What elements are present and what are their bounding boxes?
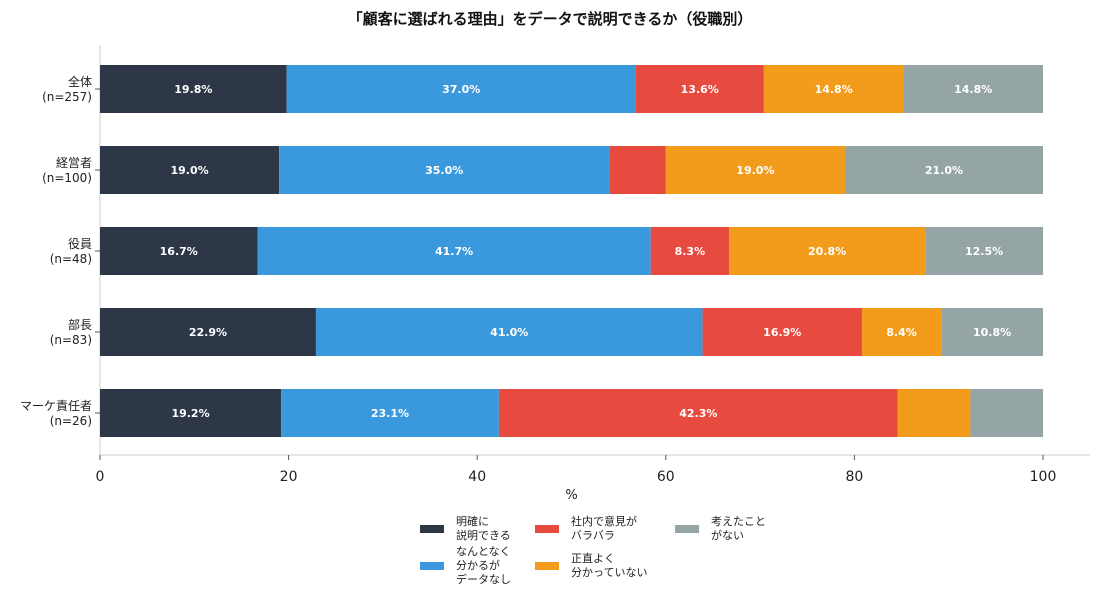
- legend-label: なんとなく 分かるが データなし: [456, 545, 511, 586]
- data-label: 13.6%: [681, 83, 719, 96]
- legend-item: なんとなく 分かるが データなし: [420, 545, 535, 587]
- legend-item: 明確に 説明できる: [420, 515, 535, 543]
- bar-segment: [635, 65, 764, 113]
- y-tick-label: (n=257): [42, 90, 92, 104]
- bar-segment: [609, 146, 666, 194]
- bar-segment: [925, 227, 1043, 275]
- data-label: 22.9%: [189, 326, 227, 339]
- data-label: 16.9%: [763, 326, 801, 339]
- data-label: 14.8%: [815, 83, 853, 96]
- bar-segment: [665, 146, 845, 194]
- data-label: 23.1%: [371, 407, 409, 420]
- legend-label: 正直よく 分かっていない: [571, 552, 648, 579]
- legend-swatch: [420, 525, 444, 533]
- x-tick-label: 20: [280, 469, 298, 485]
- x-tick-label: 100: [1030, 469, 1057, 485]
- y-tick-label: 全体: [68, 74, 92, 89]
- x-tick-label: 80: [845, 469, 863, 485]
- data-label: 19.0%: [170, 164, 208, 177]
- bar-segment: [844, 146, 1043, 194]
- legend-item: 考えたこと がない: [675, 515, 785, 543]
- y-tick-label: マーケ責任者: [20, 399, 92, 413]
- legend-item: 正直よく 分かっていない: [535, 545, 675, 587]
- legend-label: 考えたこと がない: [711, 515, 766, 542]
- y-tick-label: (n=26): [50, 414, 92, 428]
- y-tick-label: 経営者: [56, 156, 92, 170]
- chart-title: 「顧客に選ばれる理由」をデータで説明できるか（役職別）: [347, 10, 753, 28]
- bar-segment: [100, 65, 287, 113]
- legend-swatch: [535, 562, 559, 570]
- legend-swatch: [675, 525, 699, 533]
- bar-segment: [728, 227, 926, 275]
- data-label: 19.0%: [736, 164, 774, 177]
- data-label: 41.0%: [490, 326, 528, 339]
- bar-segment: [941, 308, 1043, 356]
- data-label: 14.8%: [954, 83, 992, 96]
- bar-segment: [100, 308, 316, 356]
- bar-segment: [281, 389, 499, 437]
- y-tick-label: 役員: [68, 236, 92, 251]
- legend-label: 社内で意見が バラバラ: [571, 515, 637, 542]
- bar-segment: [257, 227, 651, 275]
- legend: 明確に 説明できるなんとなく 分かるが データなし 社内で意見が バラバラ 正直よく…: [420, 515, 785, 587]
- data-label: 21.0%: [925, 164, 963, 177]
- bar-segment: [100, 146, 280, 194]
- bar-segment: [702, 308, 862, 356]
- bar-segment: [498, 389, 898, 437]
- bar-segment: [286, 65, 636, 113]
- x-tick-label: 0: [96, 469, 105, 485]
- legend-item: 社内で意見が バラバラ: [535, 515, 675, 543]
- data-label: 8.3%: [675, 245, 706, 258]
- x-axis-label: %: [565, 488, 577, 503]
- data-label: 20.8%: [808, 245, 846, 258]
- bar-segment: [100, 227, 258, 275]
- bar-segment: [903, 65, 1043, 113]
- bar-segment: [861, 308, 942, 356]
- y-tick-label: (n=100): [42, 171, 92, 185]
- data-label: 12.5%: [965, 245, 1003, 258]
- legend-swatch: [420, 562, 444, 570]
- data-label: 41.7%: [435, 245, 473, 258]
- bar-segment: [650, 227, 729, 275]
- data-label: 35.0%: [425, 164, 463, 177]
- data-label: 19.2%: [171, 407, 209, 420]
- bar-segment: [897, 389, 971, 437]
- y-tick-label: 部長: [68, 317, 92, 332]
- bar-segment: [100, 389, 282, 437]
- x-tick-label: 40: [468, 469, 486, 485]
- data-label: 37.0%: [442, 83, 480, 96]
- y-tick-label: (n=83): [50, 333, 92, 347]
- bar-segment: [763, 65, 904, 113]
- data-label: 19.8%: [174, 83, 212, 96]
- data-label: 42.3%: [679, 407, 717, 420]
- data-label: 16.7%: [160, 245, 198, 258]
- bar-segment: [279, 146, 610, 194]
- legend-label: 明確に 説明できる: [456, 515, 511, 542]
- data-label: 10.8%: [973, 326, 1011, 339]
- legend-swatch: [535, 525, 559, 533]
- bar-segment: [315, 308, 703, 356]
- x-tick-label: 60: [657, 469, 675, 485]
- bar-segment: [970, 389, 1043, 437]
- data-label: 8.4%: [886, 326, 917, 339]
- y-tick-label: (n=48): [50, 252, 92, 266]
